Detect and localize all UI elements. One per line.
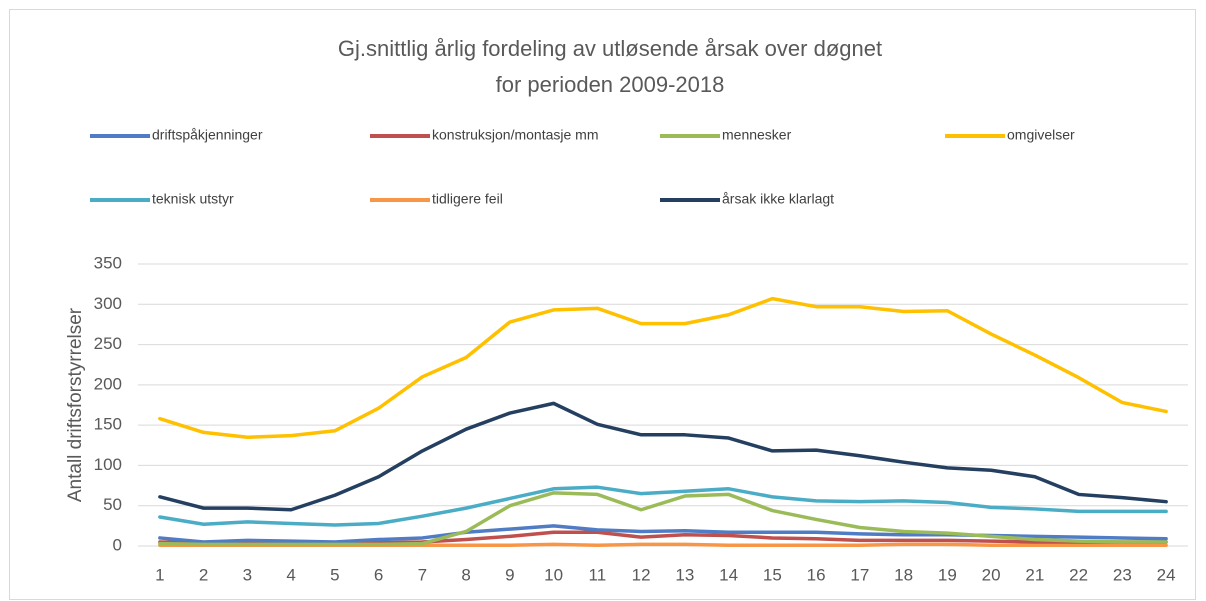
legend-label: konstruksjon/montasje mm [432, 127, 599, 143]
x-tick-label: 13 [675, 565, 694, 584]
y-tick-label: 50 [103, 495, 122, 514]
x-tick-label: 14 [719, 565, 738, 584]
x-tick-label: 7 [418, 565, 427, 584]
x-tick-label: 10 [544, 565, 563, 584]
x-tick-label: 2 [199, 565, 208, 584]
x-tick-label: 20 [982, 565, 1001, 584]
x-tick-label: 21 [1025, 565, 1044, 584]
legend-label: årsak ikke klarlagt [722, 191, 834, 207]
x-tick-label: 3 [243, 565, 252, 584]
x-tick-label: 6 [374, 565, 383, 584]
legend-label: teknisk utstyr [152, 191, 234, 207]
x-tick-label: 8 [461, 565, 470, 584]
legend-label: driftspåkjenninger [152, 127, 263, 143]
x-tick-label: 17 [850, 565, 869, 584]
x-tick-label: 16 [807, 565, 826, 584]
x-tick-label: 12 [632, 565, 651, 584]
x-tick-label: 11 [589, 565, 607, 584]
chart-title: Gj.snittlig årlig fordeling av utløsende… [338, 36, 882, 61]
y-tick-label: 350 [94, 253, 122, 272]
chart-title: for perioden 2009-2018 [496, 72, 725, 97]
x-tick-label: 15 [763, 565, 782, 584]
x-tick-label: 22 [1069, 565, 1088, 584]
y-tick-label: 250 [94, 334, 122, 353]
y-axis-label: Antall driftsforstyrrelser [65, 307, 86, 502]
x-tick-label: 9 [505, 565, 514, 584]
y-tick-label: 100 [94, 455, 122, 474]
legend-label: mennesker [722, 127, 792, 143]
legend-label: tidligere feil [432, 191, 503, 207]
y-tick-label: 150 [94, 415, 122, 434]
x-tick-label: 4 [286, 565, 295, 584]
x-tick-label: 23 [1113, 565, 1132, 584]
line-series [158, 491, 1168, 547]
x-tick-label: 5 [330, 565, 339, 584]
line-series [158, 296, 1168, 439]
x-tick-label: 19 [938, 565, 957, 584]
x-tick-label: 1 [155, 565, 164, 584]
x-tick-label: 24 [1157, 565, 1176, 584]
line-series [158, 485, 1168, 527]
line-series [158, 401, 1168, 512]
y-tick-label: 300 [94, 294, 122, 313]
x-tick-label: 18 [894, 565, 913, 584]
y-tick-label: 200 [94, 374, 122, 393]
y-tick-label: 0 [113, 535, 122, 554]
legend-label: omgivelser [1007, 127, 1075, 143]
